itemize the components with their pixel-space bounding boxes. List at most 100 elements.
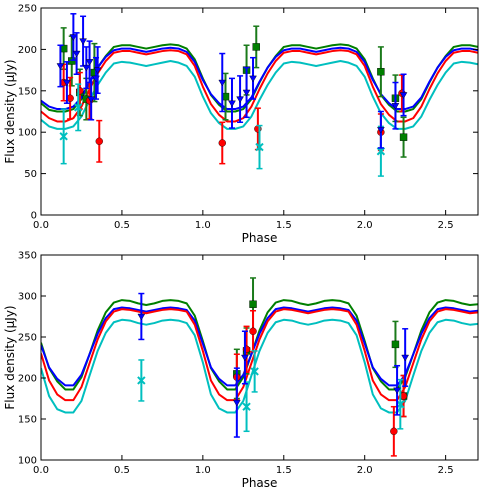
- circle-marker: [390, 427, 398, 435]
- data-point-cyan: [137, 359, 146, 402]
- y-tick-label: 0: [31, 211, 37, 222]
- cross-marker: [74, 103, 83, 112]
- cross-marker: [59, 132, 68, 141]
- data-point-blue: [393, 364, 401, 416]
- triangle-marker: [391, 103, 400, 110]
- data-point-blue: [399, 73, 408, 117]
- model-curve-red: [41, 49, 478, 123]
- square-marker: [68, 57, 76, 65]
- cross-marker: [250, 367, 259, 376]
- data-point-blue: [249, 56, 257, 100]
- y-tick-label: 200: [18, 45, 37, 56]
- x-tick-label: 0.5: [114, 220, 130, 231]
- circle-marker: [95, 137, 103, 146]
- y-tick-label: 100: [18, 128, 37, 139]
- x-tick-label: 1.5: [276, 220, 292, 231]
- x-tick-label: 0.0: [33, 465, 49, 476]
- square-marker: [399, 133, 408, 141]
- cross-marker: [242, 402, 251, 411]
- circle-marker: [249, 327, 257, 335]
- data-point-blue: [82, 46, 91, 90]
- triangle-marker: [241, 354, 249, 362]
- cross-marker: [255, 142, 264, 152]
- y-axis-label: Flux density (μJy): [3, 59, 17, 163]
- x-tick-label: 0.5: [114, 465, 130, 476]
- data-point-blue: [242, 66, 251, 119]
- x-tick-label: 2.0: [357, 220, 373, 231]
- triangle-marker: [69, 34, 78, 41]
- triangle-marker: [218, 79, 227, 87]
- x-tick-label: 1.0: [195, 465, 211, 476]
- model-curve-cyan: [41, 59, 478, 130]
- data-point-blue: [218, 52, 227, 113]
- model-curve-cyan: [41, 318, 478, 414]
- triangle-marker: [63, 79, 71, 87]
- data-point-blue: [63, 61, 71, 104]
- triangle-marker: [399, 92, 408, 99]
- data-point-blue: [241, 330, 249, 385]
- data-point-blue: [85, 40, 94, 84]
- triangle-marker: [137, 313, 146, 321]
- axes-frame: [40, 7, 479, 216]
- circle-marker: [218, 139, 226, 147]
- data-point-cyan: [250, 350, 259, 393]
- data-point-green: [391, 320, 400, 369]
- data-point-cyan: [59, 108, 68, 165]
- plot-area: [41, 13, 478, 177]
- square-marker: [377, 68, 385, 76]
- data-point-green: [252, 25, 260, 69]
- data-point-blue: [232, 367, 241, 438]
- data-point-blue: [69, 13, 78, 61]
- data-point-blue: [391, 81, 400, 130]
- top-panel: 0.0 0.5 1.0 1.5 2.0 2.5 0 50 100 150 200 250 Phase Fl…: [3, 4, 479, 245]
- y-tick-label: 150: [18, 415, 37, 426]
- triangle-marker: [56, 63, 65, 70]
- data-point-green: [399, 116, 408, 158]
- x-tick-label: 0.0: [33, 220, 49, 231]
- data-point-blue: [401, 328, 410, 387]
- cross-marker: [376, 147, 386, 156]
- x-axis-label: Phase: [242, 476, 278, 490]
- y-tick-label: 50: [24, 169, 37, 180]
- triangle-marker: [72, 50, 81, 58]
- data-point-cyan: [255, 124, 264, 170]
- data-point-red: [66, 76, 74, 120]
- model-curve-blue: [41, 46, 478, 111]
- data-point-blue: [93, 46, 102, 95]
- triangle-marker: [377, 127, 385, 134]
- x-tick-label: 1.0: [195, 220, 211, 231]
- data-point-green: [377, 46, 385, 98]
- cross-marker: [137, 376, 146, 385]
- y-tick-label: 300: [18, 292, 37, 303]
- data-point-cyan: [74, 83, 83, 132]
- triangle-marker: [87, 96, 96, 103]
- y-tick-label: 250: [18, 333, 37, 344]
- data-point-blue: [56, 44, 65, 88]
- x-tick-label: 2.5: [438, 220, 454, 231]
- triangle-marker: [228, 100, 236, 108]
- y-tick-label: 150: [18, 86, 37, 97]
- data-point-blue: [377, 110, 385, 149]
- triangle-marker: [401, 354, 410, 362]
- y-tick-label: 100: [18, 456, 37, 467]
- axes-frame: [40, 254, 479, 461]
- data-point-red: [390, 405, 398, 457]
- y-axis-label: Flux density (μJy): [3, 305, 17, 409]
- x-axis-label: Phase: [242, 231, 278, 245]
- triangle-marker: [85, 59, 94, 66]
- data-point-green: [221, 72, 230, 121]
- data-point-blue: [72, 32, 81, 75]
- y-tick-label: 350: [18, 251, 37, 262]
- x-tick-label: 2.0: [357, 465, 373, 476]
- data-point-red: [218, 121, 226, 165]
- triangle-marker: [82, 64, 91, 72]
- y-tick-label: 200: [18, 374, 37, 385]
- data-point-blue: [236, 75, 244, 124]
- triangle-marker: [393, 387, 401, 395]
- triangle-marker: [232, 399, 241, 407]
- model-curve-red: [41, 308, 478, 402]
- data-point-cyan: [242, 381, 251, 433]
- bottom-panel: 0.0 0.5 1.0 1.5 2.0 2.5 100 150 200 250 300 350 Phas…: [3, 251, 479, 490]
